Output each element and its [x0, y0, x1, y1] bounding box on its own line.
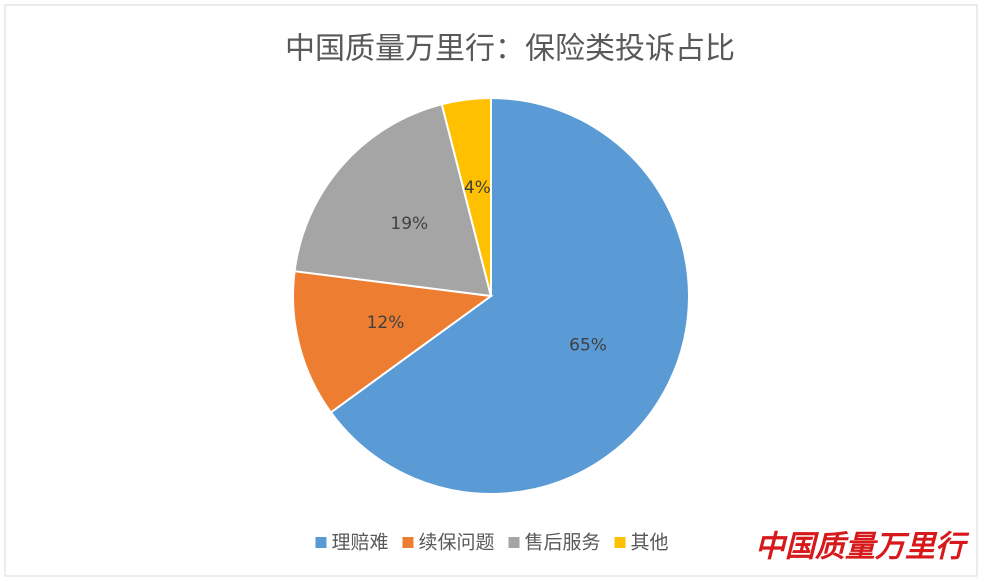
legend-swatch	[315, 537, 327, 548]
chart-title: 中国质量万里行：保险类投诉占比	[285, 32, 735, 67]
pie-slice	[440, 96, 492, 297]
legend-swatch	[402, 537, 414, 548]
legend-swatch	[614, 537, 626, 548]
data-label: 12%	[367, 313, 405, 333]
legend-label: 理赔难	[331, 532, 388, 554]
watermark: 中国质量万里行	[755, 530, 970, 565]
pie-slice	[329, 96, 690, 495]
legend-label: 其他	[631, 532, 669, 554]
data-label: 19%	[390, 214, 428, 234]
pie-slice	[293, 103, 493, 298]
legend-swatch	[508, 537, 520, 548]
legend-label: 续保问题	[418, 532, 494, 554]
legend-label: 售后服务	[525, 532, 601, 554]
pie-slice	[292, 270, 494, 414]
data-label: 65%	[569, 335, 607, 355]
data-label: 4%	[464, 178, 491, 198]
